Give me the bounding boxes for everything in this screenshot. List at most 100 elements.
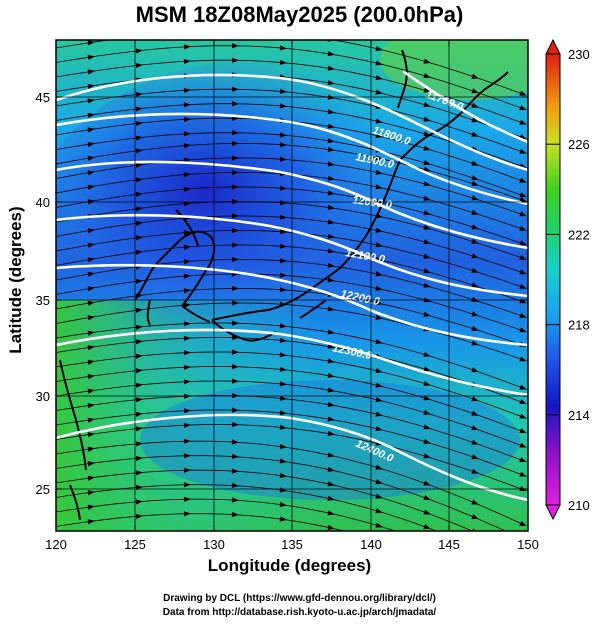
streamline-arrow xyxy=(135,455,143,462)
streamline-arrow xyxy=(183,131,191,137)
streamline-arrow xyxy=(87,475,95,481)
x-axis-label-text: Longitude (degrees) xyxy=(207,556,372,575)
streamline-arrow xyxy=(327,80,335,86)
streamline-arrow xyxy=(375,74,383,81)
streamline-arrow xyxy=(375,522,383,528)
streamline-arrow xyxy=(471,180,479,186)
streamline-arrow xyxy=(279,132,287,138)
streamline xyxy=(56,244,525,303)
streamline-arrow xyxy=(471,340,479,346)
streamline-arrow xyxy=(231,378,239,384)
streamline-arrow xyxy=(375,339,383,345)
streamline-arrow xyxy=(231,184,239,190)
streamline-arrow xyxy=(135,441,143,447)
streamline-arrow xyxy=(135,513,143,520)
streamline-arrow xyxy=(327,416,335,422)
streamline-arrow xyxy=(423,351,431,357)
streamline-arrow xyxy=(471,267,479,273)
streamline xyxy=(56,287,525,346)
x-tick-label: 130 xyxy=(203,537,225,552)
streamline xyxy=(56,200,525,259)
streamline-arrow xyxy=(87,388,95,394)
y-tick-label: 45 xyxy=(36,90,50,105)
streamline xyxy=(56,186,525,245)
streamline-arrow xyxy=(87,127,95,133)
streamline-arrow xyxy=(423,58,431,64)
streamline-arrow xyxy=(327,233,335,240)
streamline-arrow xyxy=(471,367,479,373)
streamline-arrow xyxy=(183,467,191,473)
streamline-arrow xyxy=(519,471,527,477)
streamline-arrow xyxy=(87,141,95,147)
streamline-arrow xyxy=(135,499,143,505)
streamline-arrow xyxy=(327,248,335,254)
streamline-arrow xyxy=(471,73,479,79)
streamline-arrow xyxy=(327,262,335,269)
streamline-arrow xyxy=(423,366,431,372)
x-tick-label: 140 xyxy=(360,537,382,552)
streamline-arrow xyxy=(183,87,191,94)
streamline-arrow xyxy=(231,198,239,205)
streamline-arrow xyxy=(423,438,431,444)
streamline xyxy=(56,142,525,201)
streamline-arrow xyxy=(519,148,527,154)
streamline-arrow xyxy=(375,285,383,291)
streamline-arrow xyxy=(87,69,95,75)
streamline-arrow xyxy=(183,102,191,108)
streamline-arrow xyxy=(423,380,431,386)
x-tick-label: 150 xyxy=(517,537,539,552)
streamline-arrow xyxy=(87,83,95,89)
x-tick-label: 120 xyxy=(45,537,67,552)
streamline-arrow xyxy=(183,143,191,149)
streamline-arrow xyxy=(279,214,287,220)
streamline-arrow xyxy=(375,118,383,124)
grid-lines xyxy=(56,40,528,531)
streamline-arrow xyxy=(327,123,335,129)
streamline-arrow xyxy=(135,135,143,141)
streamline-arrow xyxy=(135,353,143,359)
contour-label: 12000.0 xyxy=(352,194,394,212)
streamline-arrow xyxy=(87,519,95,525)
streamline-arrow xyxy=(183,379,191,385)
streamline-arrow xyxy=(375,382,383,388)
y-tick-label: 40 xyxy=(36,195,50,210)
streamline-arrow xyxy=(231,57,239,63)
streamline-arrow xyxy=(87,170,95,176)
streamline-arrow xyxy=(423,409,431,415)
streamline-arrow xyxy=(519,399,527,405)
streamline-arrow xyxy=(327,175,335,182)
y-tick-label: 35 xyxy=(36,293,50,308)
streamline-arrow xyxy=(471,175,479,181)
streamline-arrow xyxy=(519,520,527,527)
streamline-arrow xyxy=(232,29,239,34)
streamline-arrow xyxy=(87,54,95,60)
streamline-arrow xyxy=(231,422,239,428)
x-axis-label: Longitude (degrees) xyxy=(0,556,599,576)
streamline-arrow xyxy=(423,480,431,486)
streamline-arrow xyxy=(183,453,191,459)
streamline-arrow xyxy=(135,411,143,417)
streamline-arrow xyxy=(471,439,479,445)
streamline-arrow xyxy=(519,312,527,318)
streamline-arrow xyxy=(519,211,527,217)
colorbar-tick-label: 226 xyxy=(568,137,590,152)
streamline-arrow xyxy=(375,45,383,52)
streamline-arrow xyxy=(183,364,191,370)
streamline-arrow xyxy=(519,119,527,125)
streamline-arrow xyxy=(471,528,479,531)
height-contour xyxy=(56,112,528,206)
streamline-arrow xyxy=(423,160,431,166)
streamline-arrow xyxy=(135,106,143,112)
streamline-arrow xyxy=(279,424,287,430)
streamline-arrow xyxy=(135,235,143,241)
streamline-arrow xyxy=(519,177,527,183)
streamline-arrow xyxy=(279,516,287,522)
streamline xyxy=(56,215,525,274)
streamline-arrow xyxy=(231,256,239,263)
streamline xyxy=(56,322,525,389)
colorbar-tick-label: 222 xyxy=(568,227,590,242)
streamline-arrow xyxy=(183,321,191,327)
streamline-arrow xyxy=(87,155,95,161)
streamline xyxy=(56,469,474,531)
streamline-arrow xyxy=(327,329,335,335)
